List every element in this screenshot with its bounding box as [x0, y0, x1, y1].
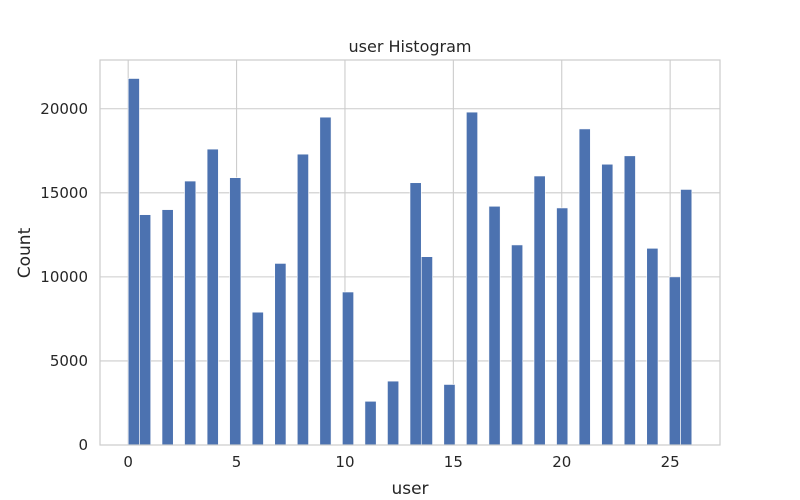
histogram-bar — [578, 128, 591, 446]
histogram-bar — [387, 380, 400, 446]
x-tick-labels: 0 5 10 15 20 25 — [123, 453, 679, 471]
histogram-bar — [127, 78, 140, 446]
x-tick-label: 10 — [335, 453, 354, 471]
histogram-bar — [229, 177, 242, 446]
histogram-bar — [680, 189, 693, 446]
x-tick-label: 20 — [552, 453, 571, 471]
histogram-bar — [466, 111, 478, 446]
y-tick-label: 0 — [78, 436, 88, 454]
histogram-bar — [251, 311, 264, 446]
y-tick-label: 5000 — [50, 352, 88, 370]
y-tick-label: 20000 — [40, 100, 88, 118]
histogram-bar — [443, 384, 456, 446]
histogram-bar — [364, 400, 377, 446]
histogram-bar — [623, 155, 636, 446]
histogram-bar — [556, 207, 569, 446]
histogram-bar — [488, 205, 501, 446]
x-tick-label: 5 — [232, 453, 242, 471]
histogram-bar — [420, 256, 433, 446]
chart-title: user Histogram — [349, 37, 472, 56]
y-tick-label: 15000 — [40, 184, 88, 202]
histogram-bar — [184, 180, 197, 446]
histogram-bar — [668, 276, 681, 446]
plot-frame — [99, 59, 721, 446]
y-tick-labels: 0 5000 10000 15000 20000 — [40, 100, 88, 454]
y-tick-label: 10000 — [40, 268, 88, 286]
x-axis-label: user — [391, 479, 428, 499]
histogram-bar — [342, 291, 354, 446]
y-axis-label: Count — [15, 227, 35, 278]
histogram-bar — [409, 182, 422, 446]
x-tick-label: 15 — [444, 453, 463, 471]
histogram-bar — [601, 163, 614, 446]
histogram-bar — [274, 263, 287, 446]
histogram-bar — [206, 148, 219, 446]
x-tick-label: 25 — [661, 453, 680, 471]
histogram-bars — [127, 78, 693, 446]
histogram-bar — [533, 175, 546, 446]
histogram-bar — [139, 214, 152, 446]
histogram-bar — [319, 116, 332, 446]
histogram-bar — [511, 244, 524, 446]
histogram-bar — [161, 209, 174, 446]
histogram-bar — [296, 153, 309, 446]
histogram-bar — [646, 247, 659, 446]
x-tick-label: 0 — [123, 453, 133, 471]
